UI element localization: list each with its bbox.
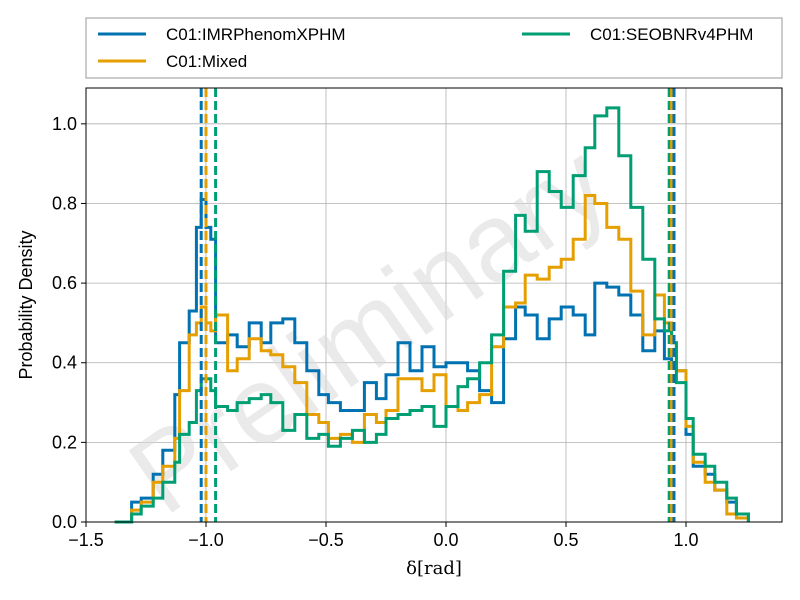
y-axis-label: Probability Density <box>16 230 36 379</box>
x-tick-label: −1.5 <box>68 530 104 550</box>
legend-label: C01:SEOBNRv4PHM <box>590 25 753 44</box>
y-tick-label: 0.2 <box>52 432 77 452</box>
x-axis-label: δ[rad] <box>406 558 462 579</box>
x-tick-label: 0.0 <box>433 530 458 550</box>
x-tick-label: 0.5 <box>553 530 578 550</box>
x-axis-ticks: −1.5 −1.0 −0.5 0.0 0.5 1.0 <box>68 522 699 550</box>
legend: C01:IMRPhenomXPHM C01:Mixed C01:SEOBNRv4PH… <box>85 17 783 79</box>
y-tick-label: 0.6 <box>52 273 77 293</box>
x-tick-label: 1.0 <box>673 530 698 550</box>
y-tick-label: 0.4 <box>52 353 77 373</box>
plot-frame <box>85 87 783 523</box>
series-c01-mixed-histogram <box>114 194 750 524</box>
x-tick-label: −1.0 <box>188 530 224 550</box>
legend-frame <box>85 17 783 79</box>
y-tick-label: 0.8 <box>52 193 77 213</box>
y-tick-label: 0.0 <box>52 512 77 532</box>
y-tick-label: 1.0 <box>52 114 77 134</box>
credible-interval-lines <box>199 88 676 522</box>
x-tick-label: −0.5 <box>308 530 344 550</box>
series-c01-seobnrv4phm-histogram <box>114 106 750 524</box>
legend-label: C01:IMRPhenomXPHM <box>166 25 346 44</box>
legend-label: C01:Mixed <box>166 52 247 71</box>
y-axis-ticks: 0.0 0.2 0.4 0.6 0.8 1.0 <box>52 114 86 532</box>
